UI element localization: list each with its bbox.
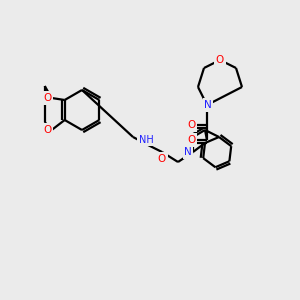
Text: O: O — [158, 154, 166, 164]
Text: O: O — [44, 93, 52, 103]
Text: N: N — [204, 100, 212, 110]
Text: O: O — [187, 120, 195, 130]
Text: N: N — [184, 147, 192, 157]
Text: O: O — [44, 125, 52, 135]
Text: O: O — [187, 135, 195, 145]
Text: NH: NH — [139, 135, 153, 145]
Text: O: O — [216, 55, 224, 65]
